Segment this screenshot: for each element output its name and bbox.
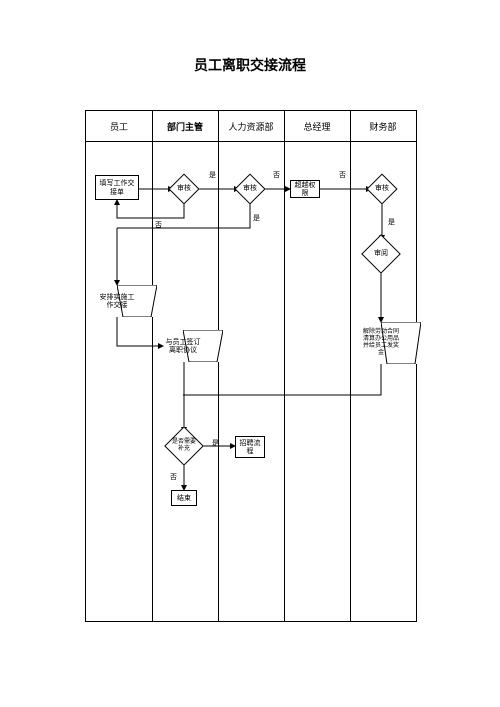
edge-label-no: 否 (155, 220, 162, 230)
node-need-fill: 是否需要补充 (170, 432, 198, 460)
edge-label-no: 否 (170, 472, 177, 482)
node-exceed-authority: 超越权限 (290, 180, 320, 198)
node-end: 结束 (171, 490, 197, 506)
edge-label-yes: 是 (212, 438, 219, 448)
page: 员工离职交接流程 员工 部门主管 人力资源部 总经理 财务部 (0, 0, 500, 707)
node-recruit-flow: 招聘流程 (235, 436, 265, 458)
node-arrange-handover: 安排实施工作交接 (97, 285, 137, 317)
node-label: 安排实施工作交接 (97, 285, 137, 317)
edge-label-no: 否 (339, 170, 346, 180)
lane-header-supervisor: 部门主管 (152, 111, 218, 142)
edge-label-no: 否 (273, 170, 280, 180)
node-label: 是否需要补充 (170, 432, 198, 460)
node-label: 与员工签订离职协议 (163, 330, 203, 362)
lane-divider (284, 111, 285, 621)
node-review-supervisor: 审核 (173, 178, 195, 200)
lane-header-gm: 总经理 (284, 111, 350, 142)
node-review-finance: 审核 (371, 178, 393, 200)
lane-header-hr: 人力资源部 (218, 111, 284, 142)
edge-label-yes: 是 (388, 217, 395, 227)
node-final-review: 审阅 (367, 240, 395, 268)
node-label: 解除劳动合同清算办公用品并给员工发奖金 (361, 322, 401, 364)
edge-label-yes: 是 (209, 170, 216, 180)
page-title: 员工离职交接流程 (0, 55, 500, 75)
node-review-hr: 审核 (239, 178, 261, 200)
lane-header-finance: 财务部 (350, 111, 416, 142)
node-label: 审核 (239, 178, 261, 200)
edge-label-yes: 是 (253, 213, 260, 223)
lane-header-employee: 员工 (86, 111, 152, 142)
node-sign-agreement: 与员工签订离职协议 (163, 330, 203, 362)
node-dismiss-settle: 解除劳动合同清算办公用品并给员工发奖金 (361, 322, 401, 364)
node-label: 审核 (371, 178, 393, 200)
lane-divider (152, 111, 153, 621)
node-fill-form: 填写工作交接单 (95, 175, 139, 200)
lane-divider (350, 111, 351, 621)
lane-divider (218, 111, 219, 621)
node-label: 审核 (173, 178, 195, 200)
node-label: 审阅 (367, 240, 395, 268)
